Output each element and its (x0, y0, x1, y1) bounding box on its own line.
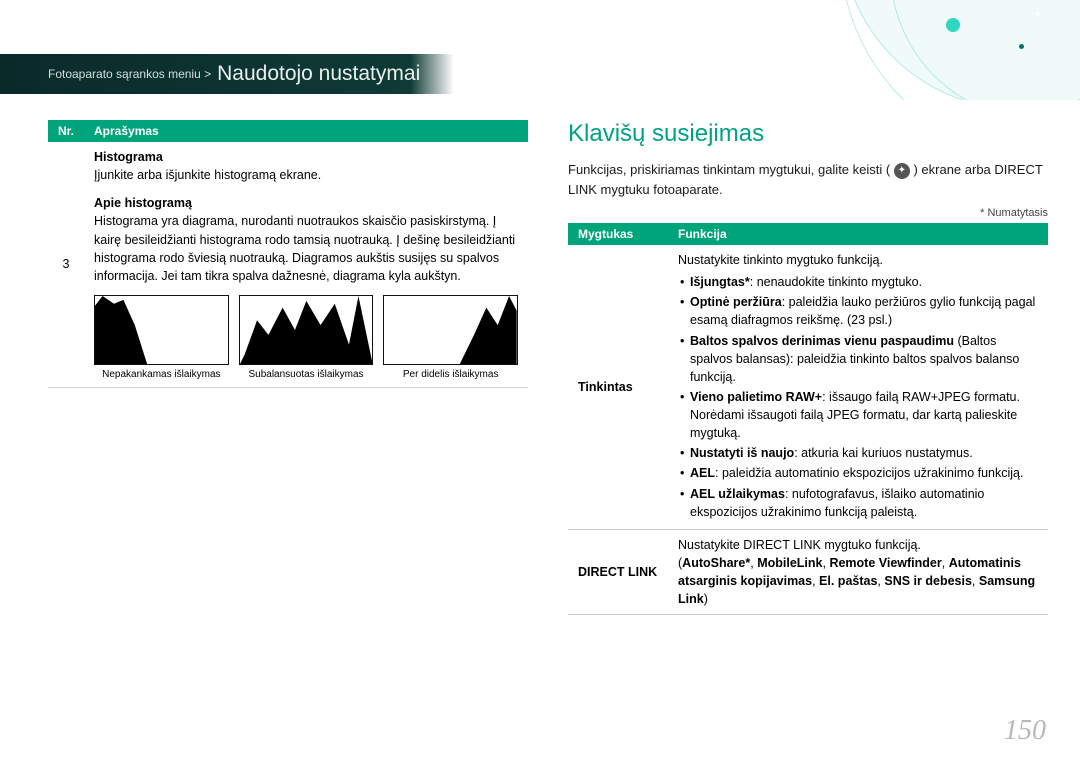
hist-desc: Įjunkite arba išjunkite histogramą ekran… (94, 166, 518, 184)
th-nr: Nr. (48, 120, 84, 142)
breadcrumb-path: Fotoaparato sąrankos meniu > (48, 67, 211, 81)
bullet-item: AEL: paleidžia automatinio ekspozicijos … (678, 464, 1038, 482)
section-title: Klavišų susiejimas (568, 120, 1048, 148)
bullet-item: AEL užlaikymas: nufotografavus, išlaiko … (678, 485, 1038, 521)
th-button: Mygtukas (568, 223, 668, 245)
default-note: * Numatytasis (568, 207, 1048, 219)
th-desc: Aprašymas (84, 120, 528, 142)
bullet-item: Nustatyti iš naujo: atkuria kai kuriuos … (678, 444, 1038, 462)
bullet-item: Optinė peržiūra: paleidžia lauko peržiūr… (678, 293, 1038, 329)
intro-text: Funkcijas, priskiriamas tinkintam mygtuk… (568, 160, 1048, 199)
key-mapping-table: Mygtukas Funkcija Tinkintas Nustatykite … (568, 223, 1048, 615)
histogram-table: Nr. Aprašymas 3 Histograma Įjunkite arba… (48, 120, 528, 388)
settings-icon: ✦ (894, 163, 910, 179)
directlink-options: (AutoShare*, MobileLink, Remote Viewfind… (678, 554, 1038, 608)
breadcrumb: Fotoaparato sąrankos meniu > Naudotojo n… (0, 54, 1080, 94)
page-number: 150 (1004, 715, 1046, 747)
intro-a: Funkcijas, priskiriamas tinkintam mygtuk… (568, 162, 890, 177)
hist-title: Histograma (94, 150, 163, 164)
caption-over: Per didelis išlaikymas (383, 369, 518, 381)
histogram-row: Nepakankamas išlaikymas Subalansuotas iš… (94, 295, 518, 381)
about-hist-title: Apie histogramą (94, 196, 192, 210)
custom-functions: Nustatykite tinkinto mygtuko funkciją. I… (668, 245, 1048, 529)
left-column: Nr. Aprašymas 3 Histograma Įjunkite arba… (48, 120, 528, 615)
row-content: Histograma Įjunkite arba išjunkite histo… (84, 142, 528, 387)
histogram-balanced (239, 295, 374, 365)
caption-balanced: Subalansuotas išlaikymas (239, 369, 374, 381)
bullet-item: Vieno palietimo RAW+: išsaugo failą RAW+… (678, 388, 1038, 442)
custom-lead: Nustatykite tinkinto mygtuko funkciją. (678, 251, 1038, 269)
bullet-item: Baltos spalvos derinimas vienu paspaudim… (678, 332, 1038, 386)
th-function: Funkcija (668, 223, 1048, 245)
about-hist-desc: Histograma yra diagrama, nurodanti nuotr… (94, 212, 518, 285)
directlink-lead: Nustatykite DIRECT LINK mygtuko funkciją… (678, 536, 1038, 554)
custom-bullets: Išjungtas*: nenaudokite tinkinto mygtuko… (678, 273, 1038, 521)
histogram-over (383, 295, 518, 365)
right-column: Klavišų susiejimas Funkcijas, priskiriam… (568, 120, 1048, 615)
row-number: 3 (48, 142, 84, 387)
key-custom: Tinkintas (568, 245, 668, 529)
directlink-functions: Nustatykite DIRECT LINK mygtuko funkciją… (668, 529, 1048, 615)
histogram-under (94, 295, 229, 365)
caption-under: Nepakankamas išlaikymas (94, 369, 229, 381)
key-directlink: DIRECT LINK (568, 529, 668, 615)
bullet-item: Išjungtas*: nenaudokite tinkinto mygtuko… (678, 273, 1038, 291)
breadcrumb-title: Naudotojo nustatymai (217, 62, 420, 86)
